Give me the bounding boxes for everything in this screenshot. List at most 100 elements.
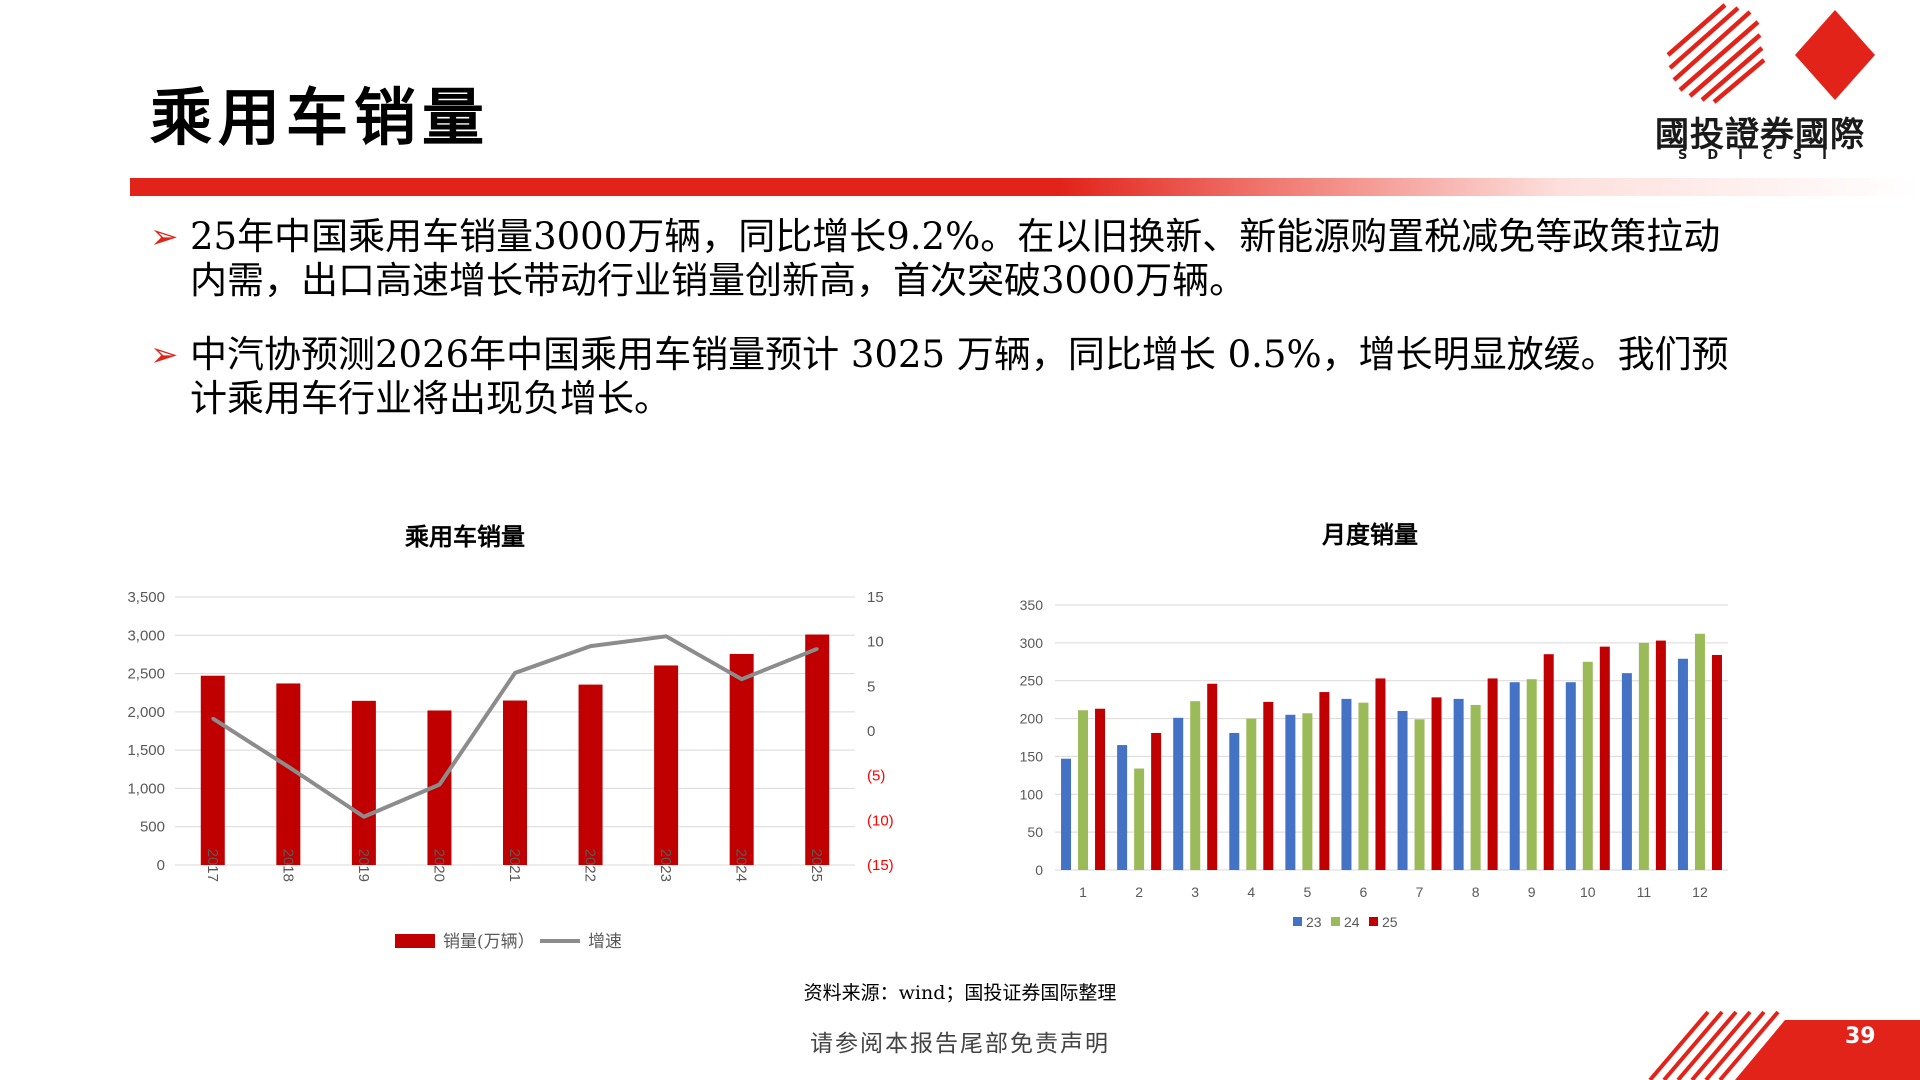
y-tick-label: 3,500	[127, 589, 165, 606]
x-tick-label: 2	[1135, 884, 1143, 900]
growth-point-2022	[589, 644, 593, 648]
y2-tick-label: 10	[867, 634, 884, 651]
y2-tick-label: 15	[867, 589, 884, 606]
x-tick-label: 3	[1191, 884, 1199, 900]
x-tick-label: 2019	[355, 849, 372, 882]
y-tick-label: 1,000	[127, 780, 165, 797]
corner-stripes-icon	[1648, 1010, 1920, 1080]
bar-24-6	[1358, 702, 1369, 870]
x-tick-label: 2023	[657, 849, 674, 882]
bar-25-9	[1543, 654, 1554, 870]
bar-24-9	[1526, 679, 1537, 870]
bar-25-11	[1655, 640, 1666, 870]
legend-label: 销量(万辆）	[443, 932, 535, 952]
y-tick-label: 100	[1020, 786, 1044, 802]
bar-24-4	[1246, 718, 1257, 870]
x-tick-label: 2022	[582, 849, 599, 882]
bar-23-7	[1397, 711, 1408, 870]
legend-swatch-24	[1331, 917, 1340, 926]
bar-23-4	[1229, 732, 1240, 870]
y-tick-label: 2,000	[127, 704, 165, 721]
bullet-list: ➢ 25年中国乘用车销量3000万辆，同比增长9.2%。在以旧换新、新能源购置税…	[150, 215, 1750, 451]
y-tick-label: 200	[1020, 711, 1044, 727]
bar-25-8	[1487, 678, 1498, 870]
annual-sales-chart: 乘用车销量 0 500 1,000 1,500 2,000 2,500 3,000 3,500 (…	[127, 522, 894, 952]
y2-tick-label: (10)	[867, 812, 894, 829]
legend-label: 增速	[588, 932, 622, 952]
bar-24-2	[1134, 768, 1145, 870]
bar-24-3	[1190, 701, 1201, 870]
bar-25-12	[1711, 654, 1722, 870]
x-tick-label: 2021	[506, 849, 523, 882]
growth-point-2021	[513, 671, 517, 675]
page-number: 39	[1845, 1024, 1876, 1049]
bar-23-2	[1117, 745, 1128, 870]
bar-24-7	[1414, 719, 1425, 870]
bar-25-2	[1151, 732, 1162, 870]
bar-25-6	[1375, 678, 1386, 870]
logo-subtext: SDICSI	[1678, 148, 1847, 163]
x-tick-label: 2020	[430, 849, 447, 882]
x-tick-label: 5	[1303, 884, 1311, 900]
bar-24-12	[1694, 633, 1705, 870]
x-tick-label: 1	[1079, 884, 1087, 900]
x-tick-label: 6	[1360, 884, 1368, 900]
disclaimer-footer: 请参阅本报告尾部免责声明	[810, 1031, 1110, 1057]
x-tick-label: 2025	[808, 849, 825, 882]
legend-swatch-23	[1293, 917, 1302, 926]
legend-label: 24	[1344, 914, 1360, 930]
growth-point-2025	[815, 647, 819, 651]
bar-2017	[200, 675, 225, 865]
x-tick-label: 2017	[204, 849, 221, 882]
growth-point-2024	[740, 677, 744, 681]
bar-23-9	[1509, 682, 1520, 870]
bar-24-1	[1078, 710, 1089, 870]
y-tick-label: 150	[1020, 748, 1044, 764]
bar-2021	[503, 700, 527, 865]
bar-23-3	[1173, 717, 1184, 870]
y-tick-label: 250	[1020, 673, 1044, 689]
x-tick-label: 9	[1528, 884, 1536, 900]
x-tick-label: 12	[1692, 884, 1708, 900]
logo-text: 國投證券國際	[1655, 115, 1865, 155]
bar-25-3	[1207, 683, 1218, 870]
x-tick-label: 11	[1637, 884, 1652, 900]
bar-25-10	[1599, 646, 1610, 870]
title-divider	[130, 178, 1920, 196]
growth-point-2023	[664, 634, 668, 638]
chart-title: 乘用车销量	[404, 522, 525, 551]
bar-24-8	[1470, 704, 1481, 870]
bar-23-10	[1565, 682, 1576, 870]
bar-25-5	[1319, 692, 1330, 870]
chart-title: 月度销量	[1321, 520, 1418, 549]
bar-23-12	[1677, 658, 1688, 870]
bullet-text: 25年中国乘用车销量3000万辆，同比增长9.2%。在以旧换新、新能源购置税减免…	[190, 215, 1721, 302]
x-tick-label: 2018	[279, 849, 296, 882]
x-tick-label: 2024	[733, 849, 750, 882]
y2-tick-label: (15)	[867, 857, 894, 874]
legend-swatch-bar	[395, 934, 435, 948]
arrow-icon: ➢	[150, 217, 179, 257]
y-tick-label: 50	[1027, 824, 1043, 840]
bar-2024	[729, 653, 754, 865]
y2-tick-label: 0	[867, 723, 875, 740]
y-tick-label: 350	[1020, 597, 1044, 613]
growth-point-2017	[211, 716, 215, 720]
bar-25-7	[1431, 697, 1442, 870]
bullet-text: 中汽协预测2026年中国乘用车销量预计 3025 万辆，同比增长 0.5%，增长…	[190, 333, 1729, 420]
bar-2022	[578, 684, 603, 865]
legend-label: 25	[1382, 914, 1398, 930]
x-tick-label: 10	[1580, 884, 1596, 900]
bar-2019	[351, 700, 376, 865]
growth-point-2020	[437, 783, 441, 787]
arrow-icon: ➢	[150, 335, 179, 375]
page-title: 乘用车销量	[150, 81, 491, 154]
y-tick-label: 0	[157, 857, 165, 874]
bullet-item: ➢ 25年中国乘用车销量3000万辆，同比增长9.2%。在以旧换新、新能源购置税…	[150, 215, 1750, 303]
bar-23-8	[1453, 698, 1464, 870]
bar-23-6	[1341, 698, 1352, 870]
bar-23-11	[1621, 673, 1632, 870]
y-tick-label: 0	[1035, 862, 1043, 878]
bar-2023	[654, 665, 679, 865]
